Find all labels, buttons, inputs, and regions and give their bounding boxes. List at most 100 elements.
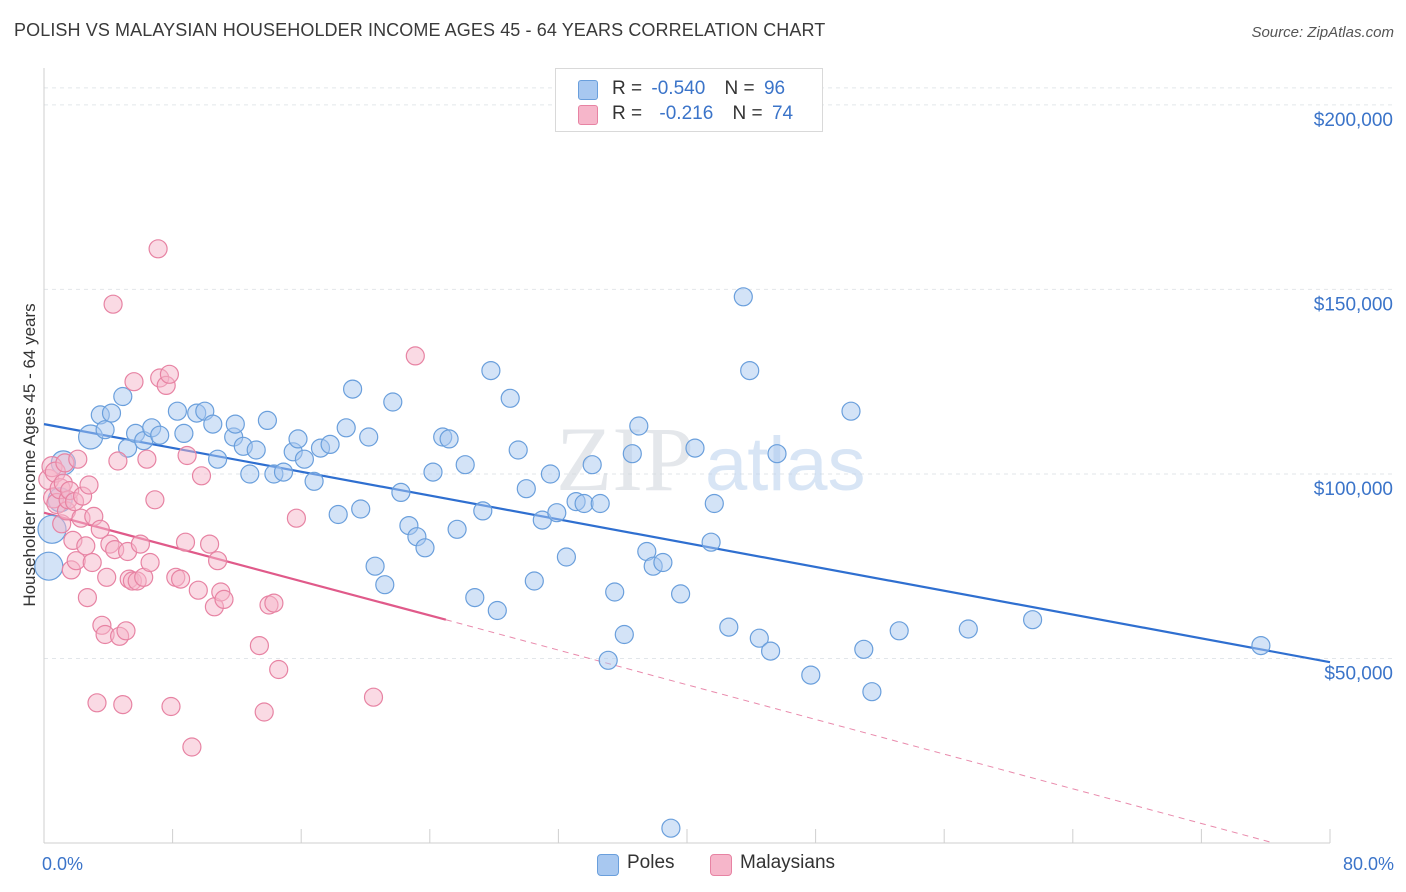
malaysians-point xyxy=(208,551,228,571)
poles-point xyxy=(733,287,753,307)
legend-label-poles: Poles xyxy=(627,852,675,873)
poles-point xyxy=(174,423,194,443)
poles-point xyxy=(439,429,459,449)
source-label: Source: ZipAtlas.com xyxy=(1251,24,1394,41)
poles-point xyxy=(653,552,673,573)
malaysians-point xyxy=(82,552,102,573)
poles-point xyxy=(701,532,721,552)
malaysians-point xyxy=(177,445,197,466)
malaysians-point xyxy=(140,552,160,573)
poles-point xyxy=(415,538,435,558)
poles-point xyxy=(273,462,294,482)
poles-point xyxy=(113,386,133,407)
poles-point xyxy=(622,444,642,464)
poles-point xyxy=(500,388,520,408)
malaysians-point xyxy=(191,466,212,486)
malaysians-point xyxy=(188,580,208,600)
poles-point xyxy=(670,584,691,604)
malaysians-point xyxy=(249,635,269,656)
poles-point xyxy=(447,519,467,539)
trend-line-malaysians xyxy=(43,511,447,621)
poles-point xyxy=(240,464,260,484)
poles-point xyxy=(246,440,266,460)
poles-point xyxy=(574,493,594,514)
legend-n-label: N = xyxy=(724,78,755,99)
malaysians-point xyxy=(97,567,117,587)
poles-point xyxy=(117,438,138,458)
poles-point xyxy=(328,504,348,525)
poles-point xyxy=(590,493,610,514)
malaysians-point xyxy=(148,239,168,259)
legend-r-value-malaysians: -0.216 xyxy=(659,103,714,124)
poles-point xyxy=(167,401,187,421)
malaysians-points xyxy=(38,239,425,757)
malaysians-point xyxy=(108,451,128,471)
malaysians-point xyxy=(269,659,289,680)
legend-swatch-malaysians-bottom xyxy=(710,854,732,876)
poles-point xyxy=(343,379,363,399)
poles-point xyxy=(257,410,277,430)
malaysians-point xyxy=(113,694,133,715)
poles-point xyxy=(760,641,781,661)
poles-point xyxy=(889,621,909,641)
poles-point xyxy=(95,420,115,440)
malaysians-point xyxy=(130,534,150,554)
poles-point xyxy=(225,414,245,434)
poles-point xyxy=(481,361,501,381)
watermark-atlas: atlas xyxy=(705,422,866,507)
poles-point xyxy=(854,639,874,659)
poles-point xyxy=(487,600,507,621)
correlation-legend: R = -0.540 N = 96 R = -0.216 N = 74 xyxy=(555,68,823,132)
poles-point xyxy=(208,449,228,469)
legend-swatch-poles xyxy=(578,80,598,100)
legend-r-value-poles: -0.540 xyxy=(651,78,706,99)
malaysians-point xyxy=(76,536,96,556)
poles-point xyxy=(767,444,787,464)
poles-point xyxy=(465,587,485,608)
poles-point xyxy=(958,619,978,639)
poles-point xyxy=(34,551,64,581)
malaysians-point xyxy=(161,696,181,717)
malaysians-point xyxy=(79,475,99,495)
malaysians-point xyxy=(254,702,274,722)
poles-point xyxy=(203,414,223,434)
legend-r-label: R = xyxy=(612,78,643,99)
malaysians-point xyxy=(214,589,234,610)
poles-point xyxy=(1251,635,1271,656)
malaysians-point xyxy=(286,508,306,528)
malaysians-point xyxy=(159,364,179,384)
poles-point xyxy=(473,501,493,521)
y-tick-label: $100,000 xyxy=(1314,479,1393,500)
poles-point xyxy=(101,403,122,423)
poles-point xyxy=(455,455,475,475)
poles-point xyxy=(740,361,760,381)
y-tick-label: $200,000 xyxy=(1314,110,1393,131)
y-axis-tick-labels: $50,000 $100,000 $150,000 $200,000 xyxy=(1314,110,1393,685)
legend-label-malaysians: Malaysians xyxy=(740,852,836,873)
poles-point xyxy=(391,482,411,502)
malaysians-point xyxy=(405,346,425,366)
poles-point xyxy=(862,682,882,702)
poles-point xyxy=(685,438,705,458)
gridlines xyxy=(44,87,1394,659)
poles-point xyxy=(704,493,724,514)
malaysians-point xyxy=(124,372,144,392)
watermark: ZIP atlas xyxy=(556,408,866,510)
poles-point xyxy=(614,624,634,645)
poles-point xyxy=(661,818,681,838)
poles-point xyxy=(556,547,577,567)
legend-swatch-malaysians xyxy=(578,105,598,125)
legend-n-label: N = xyxy=(732,103,763,124)
poles-point xyxy=(336,418,356,438)
legend-r-label: R = xyxy=(612,103,643,124)
malaysians-point xyxy=(90,519,110,539)
poles-point xyxy=(629,416,649,436)
poles-point xyxy=(719,617,739,637)
trend-lines xyxy=(43,423,1331,844)
malaysians-point xyxy=(116,621,136,641)
poles-point xyxy=(801,665,821,685)
poles-point xyxy=(749,628,769,648)
poles-point xyxy=(516,479,536,499)
malaysians-point xyxy=(103,294,123,314)
